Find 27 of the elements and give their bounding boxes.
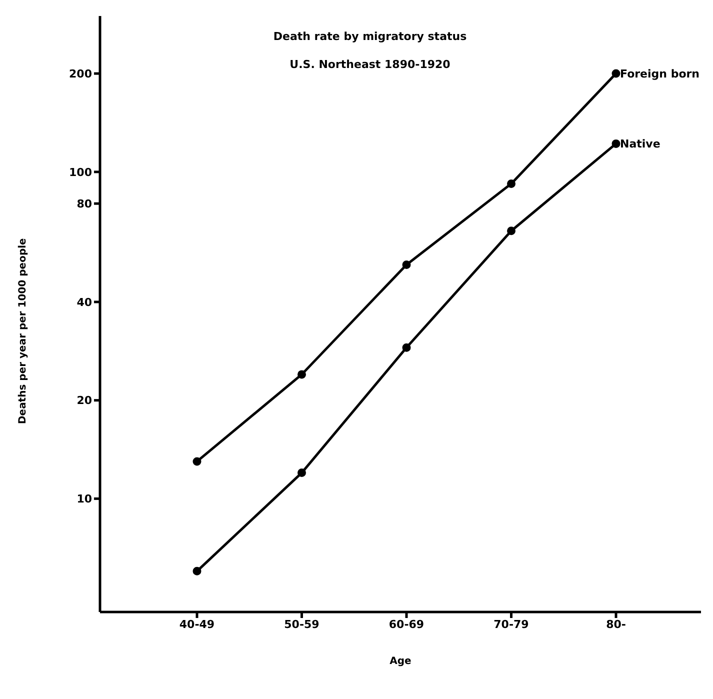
- x-tick-label: 70-79: [494, 618, 529, 631]
- y-axis-title: Deaths per year per 1000 people: [18, 238, 29, 424]
- point: [192, 457, 202, 466]
- text: U.S. Northeast 1890-1920: [290, 58, 451, 71]
- point: [402, 343, 411, 352]
- y-tick-label: 40: [76, 296, 92, 309]
- x-tick-label: 50-59: [284, 618, 320, 631]
- point: [612, 69, 620, 78]
- y-tick-label: 10: [76, 492, 92, 506]
- series-label: Foreign born: [620, 68, 700, 81]
- series-label: Native: [620, 138, 660, 151]
- point: [298, 468, 306, 478]
- y-tick-label: 80: [76, 197, 92, 210]
- text: Death rate by migratory status: [273, 30, 468, 43]
- x-tick-label: 60-69: [388, 618, 424, 631]
- point: [507, 226, 516, 236]
- x-tick-label: 80-: [606, 618, 626, 631]
- point: [507, 179, 516, 188]
- point: [402, 260, 411, 269]
- point: [298, 370, 306, 379]
- x-tick-label: 40-49: [179, 618, 215, 631]
- y-tick-label: 20: [76, 394, 92, 408]
- y-tick-label: 100: [69, 166, 92, 179]
- point: [192, 566, 202, 576]
- y-tick-label: 200: [69, 67, 92, 80]
- x-axis-title: Age: [390, 656, 412, 667]
- point: [612, 139, 620, 148]
